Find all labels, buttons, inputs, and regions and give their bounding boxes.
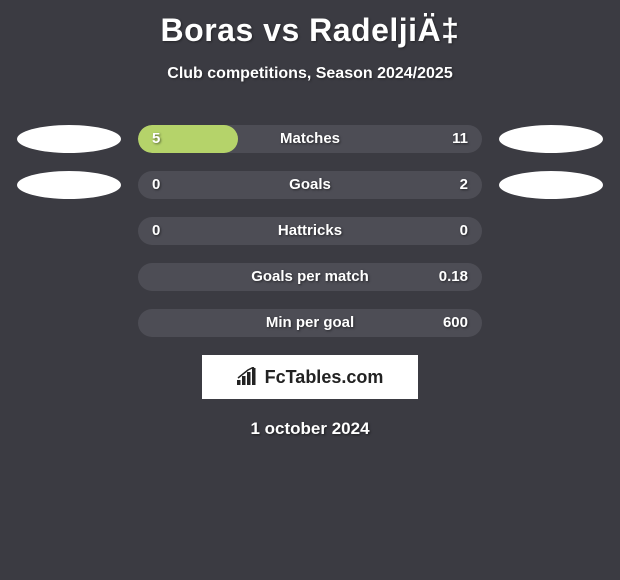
stat-label: Matches xyxy=(138,125,482,153)
stat-row: 5Matches11 xyxy=(0,125,620,153)
stat-label: Hattricks xyxy=(138,217,482,245)
comparison-chart: 5Matches110Goals20Hattricks0Goals per ma… xyxy=(0,125,620,337)
stat-bar: Min per goal600 xyxy=(138,309,482,337)
stat-bar: 5Matches11 xyxy=(138,125,482,153)
left-player-badge xyxy=(14,125,124,153)
stat-value-right: 2 xyxy=(460,171,468,199)
left-player-badge xyxy=(14,309,124,337)
right-player-badge xyxy=(496,263,606,291)
stat-row: 0Goals2 xyxy=(0,171,620,199)
left-player-badge xyxy=(14,171,124,199)
right-player-badge xyxy=(496,217,606,245)
stat-bar: Goals per match0.18 xyxy=(138,263,482,291)
player-ellipse xyxy=(499,171,603,199)
stat-row: Min per goal600 xyxy=(0,309,620,337)
brand-badge: FcTables.com xyxy=(202,355,418,399)
date-label: 1 october 2024 xyxy=(0,419,620,439)
stat-row: 0Hattricks0 xyxy=(0,217,620,245)
player-ellipse xyxy=(499,125,603,153)
brand-text: FcTables.com xyxy=(265,367,384,388)
right-player-badge xyxy=(496,171,606,199)
right-player-badge xyxy=(496,309,606,337)
stat-value-right: 11 xyxy=(452,125,468,153)
left-player-badge xyxy=(14,263,124,291)
right-player-badge xyxy=(496,125,606,153)
stat-value-right: 0 xyxy=(460,217,468,245)
left-player-badge xyxy=(14,217,124,245)
stat-value-right: 0.18 xyxy=(439,263,468,291)
page-title: Boras vs RadeljiÄ‡ xyxy=(0,0,620,49)
player-ellipse xyxy=(17,125,121,153)
stat-label: Goals per match xyxy=(138,263,482,291)
stat-bar: 0Goals2 xyxy=(138,171,482,199)
page-subtitle: Club competitions, Season 2024/2025 xyxy=(0,65,620,83)
stat-row: Goals per match0.18 xyxy=(0,263,620,291)
stat-bar: 0Hattricks0 xyxy=(138,217,482,245)
stat-value-right: 600 xyxy=(443,309,468,337)
player-ellipse xyxy=(17,171,121,199)
stat-label: Goals xyxy=(138,171,482,199)
stat-label: Min per goal xyxy=(138,309,482,337)
chart-icon xyxy=(237,367,259,387)
